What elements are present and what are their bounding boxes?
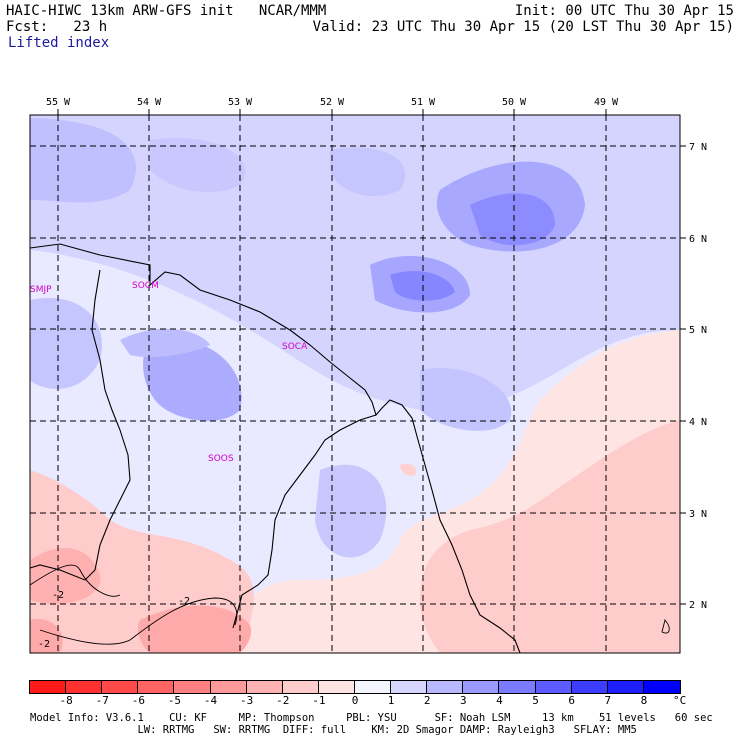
model-info-line2: LW: RRTMG SW: RRTMG DIFF: full KM: 2D Sm… [30, 724, 637, 736]
colorbar-tick-label: -4 [203, 694, 218, 707]
lon-label: 55 W [46, 97, 71, 108]
station-label: SOCM [132, 281, 159, 291]
lat-label: 4 N [689, 417, 707, 428]
station-label: SOOS [208, 454, 234, 464]
lon-label: 49 W [594, 97, 619, 108]
colorbar-tick-label: -8 [59, 694, 73, 707]
lon-label: 52 W [320, 97, 345, 108]
colorbar-swatch [317, 680, 357, 694]
colorbar-swatch [245, 680, 285, 694]
colorbar-swatch [390, 680, 429, 694]
station-label: SOCA [282, 342, 308, 352]
lat-label: 7 N [689, 142, 707, 153]
colorbar-swatch [209, 680, 249, 694]
colorbar-tick-label: 3 [460, 694, 467, 707]
colorbar-swatch [173, 680, 213, 694]
colorbar-swatch [498, 680, 538, 694]
colorbar-tick-label: 1 [387, 694, 395, 707]
lifted-index-map: 55 W 54 W 53 W 52 W 51 W 50 W 49 W 7 N 6… [29, 97, 707, 654]
colorbar-swatch [137, 680, 176, 694]
colorbar-swatch [570, 680, 610, 694]
colorbar-swatch [65, 680, 104, 694]
colorbar-swatch [606, 680, 646, 694]
field-name: Lifted index [8, 35, 110, 51]
colorbar-tick-label: -7 [95, 694, 109, 707]
lat-label: 5 N [689, 325, 707, 336]
colorbar-swatch [426, 680, 465, 694]
lon-label: 50 W [502, 97, 527, 108]
lon-label: 51 W [411, 97, 436, 108]
colorbar-tick-label: 5 [532, 694, 539, 707]
colorbar-swatch [281, 680, 321, 694]
valid-time: Valid: 23 UTC Thu 30 Apr 15 (20 LST Thu … [312, 19, 734, 35]
forecast-hour: Fcst: 23 h [6, 19, 108, 35]
colorbar-swatch [642, 680, 682, 694]
colorbar-tick-label: -5 [167, 694, 182, 707]
contour-label: -2 [52, 590, 64, 601]
colorbar-tick-label: 0 [351, 694, 359, 707]
colorbar-swatch [462, 680, 501, 694]
colorbar-unit: °C [673, 694, 687, 707]
colorbar-tick-label: 2 [423, 694, 431, 707]
colorbar-tick-label: -2 [276, 694, 290, 707]
colorbar-tick-label: 4 [496, 694, 503, 707]
shaded-field [30, 115, 680, 653]
colorbar-tick-label: 6 [568, 694, 575, 707]
lon-label: 53 W [228, 97, 253, 108]
contour-label: -2 [178, 596, 190, 607]
colorbar-tick-label: 7 [604, 694, 612, 707]
lat-label: 2 N [689, 600, 707, 611]
map-frame [29, 114, 681, 654]
colorbar-tick-label: -6 [131, 694, 145, 707]
colorbar-tick-label: 8 [640, 694, 648, 707]
lon-label: 54 W [137, 97, 162, 108]
colorbar-swatch [354, 680, 393, 694]
lat-label: 6 N [689, 234, 707, 245]
title-line: HAIC-HIWC 13km ARW-GFS init NCAR/MMM [6, 3, 327, 19]
ticks [57, 109, 686, 605]
colorbar-tick-label: -3 [240, 694, 254, 707]
colorbar-swatch [101, 680, 140, 694]
colorbar-tick-label: -1 [312, 694, 326, 707]
coastline [29, 243, 521, 654]
lat-label: 3 N [689, 509, 707, 520]
station-label: SMJP [30, 285, 52, 295]
colorbar-swatch [534, 680, 574, 694]
model-info-line1: Model Info: V3.6.1 CU: KF MP: Thompson P… [30, 712, 713, 724]
latlon-grid [30, 115, 680, 653]
init-time: Init: 00 UTC Thu 30 Apr 15 [514, 3, 734, 19]
contour-label: -2 [38, 639, 50, 650]
colorbar-swatch [29, 680, 68, 694]
